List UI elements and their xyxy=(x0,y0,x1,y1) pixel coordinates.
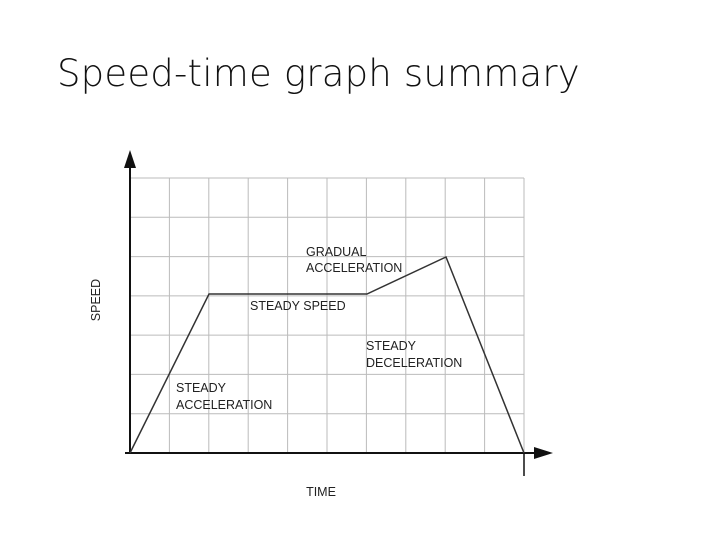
annotation: STEADY xyxy=(366,339,417,353)
slide-title: Speed-time graph summary xyxy=(57,52,580,95)
annotation: ACCELERATION xyxy=(176,398,272,412)
annotation: STEADY SPEED xyxy=(250,299,346,313)
speed-line xyxy=(129,255,525,454)
annotation: DECELERATION xyxy=(366,356,462,370)
x-axis-arrow xyxy=(534,447,553,459)
annotation: STEADY xyxy=(176,381,227,395)
y-axis-label: SPEED xyxy=(89,279,103,321)
annotation: ACCELERATION xyxy=(306,261,402,275)
x-axis-label: TIME xyxy=(306,485,336,499)
grid xyxy=(130,177,525,453)
annotation: GRADUAL xyxy=(306,245,366,259)
y-axis-arrow xyxy=(124,150,136,168)
